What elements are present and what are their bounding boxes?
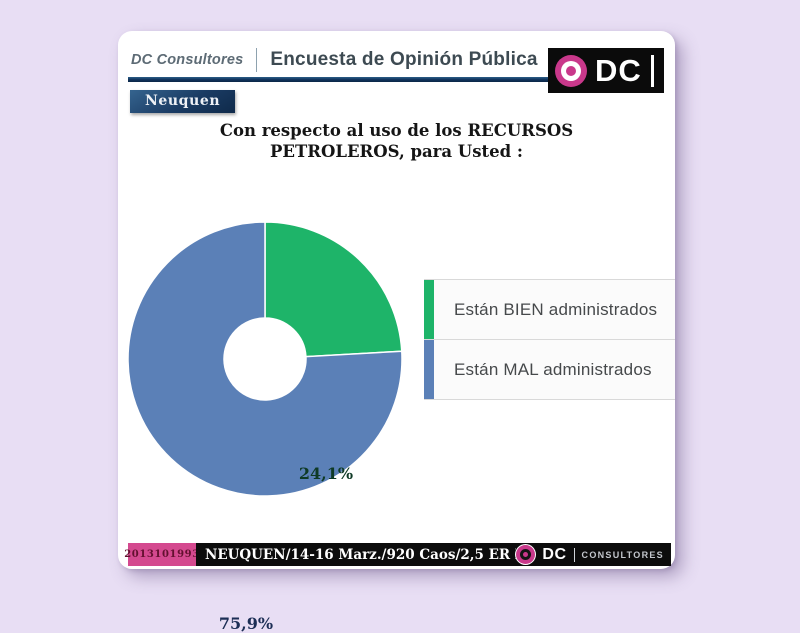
legend-swatch-blue <box>424 340 434 399</box>
footer-logo: DC CONSULTORES <box>516 545 664 564</box>
slice-value-label-green: 24,1% <box>298 464 354 483</box>
logo-text: DC <box>595 53 642 88</box>
footer-info-bar: NEUQUEN/14-16 Marz./920 Caos/2,5 ER DISP… <box>196 543 671 566</box>
footer-info-text: NEUQUEN/14-16 Marz./920 Caos/2,5 ER DISP… <box>205 546 516 563</box>
legend-swatch-green <box>424 280 434 339</box>
legend-label-bien: Están BIEN administrados <box>454 299 658 319</box>
survey-question: Con respecto al uso de los RECURSOS PETR… <box>118 120 675 162</box>
pie-slice-1 <box>127 221 403 497</box>
donut-chart <box>127 221 403 497</box>
pie-slice-0 <box>264 221 403 358</box>
legend-item-bien: Están BIEN administrados <box>424 279 675 339</box>
chart-legend: Están BIEN administrados Están MAL admin… <box>424 279 675 400</box>
logo-pipe <box>650 54 654 87</box>
footer-logo-suffix: CONSULTORES <box>581 549 664 560</box>
dc-logo: DC <box>548 48 664 93</box>
legend-item-mal: Están MAL administrados <box>424 339 675 400</box>
footer-logo-pipe <box>573 547 575 562</box>
header: DC Consultores Encuesta de Opinión Públi… <box>131 47 538 73</box>
footer-code: 2013101993 <box>124 543 199 566</box>
slice-value-label-blue: 75,9% <box>218 614 274 633</box>
header-divider <box>256 48 258 72</box>
brand-name: DC Consultores <box>131 52 244 68</box>
survey-question-line1: Con respecto al uso de los RECURSOS <box>219 121 574 140</box>
region-badge: Neuquen <box>130 90 236 113</box>
report-card: DC Consultores Encuesta de Opinión Públi… <box>118 31 675 633</box>
target-logo-icon <box>555 54 587 87</box>
footer-logo-text: DC <box>542 545 567 563</box>
report-title: Encuesta de Opinión Pública <box>270 49 538 70</box>
donut-chart-area: 24,1% 75,9% <box>120 214 410 633</box>
header-rule <box>128 77 664 82</box>
survey-question-line2: PETROLEROS, para Usted : <box>270 142 523 161</box>
legend-label-mal: Están MAL administrados <box>454 359 652 379</box>
footer-target-logo-icon <box>516 545 536 564</box>
footer-bar: 2013101993 NEUQUEN/14-16 Marz./920 Caos/… <box>124 543 671 566</box>
page-background: { "header": { "brand": "DC Consultores",… <box>118 31 675 633</box>
